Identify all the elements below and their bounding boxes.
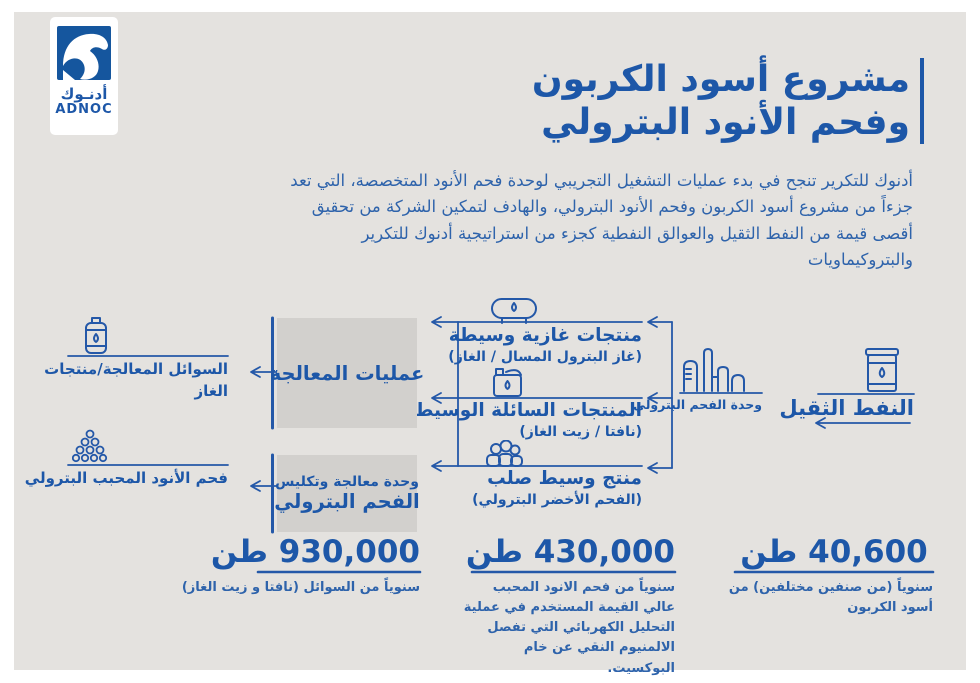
product-liquid: المنتجات السائلة الوسيطة (نافتا / زيت ال… (405, 400, 642, 440)
stat-coke-value: 430,000 طن (466, 534, 675, 570)
stat-liquids-caption: سنوياً من السوائل (نافتا و زيت الغاز) (181, 580, 420, 595)
stat-coke-unit: طن (465, 534, 523, 570)
processing-box-label: عمليات المعالجة (269, 361, 425, 385)
brand-name-arabic: أدنـوك (60, 85, 108, 103)
page-title: مشروع أسود الكربون وفحم الأنود البترولي (531, 58, 924, 145)
adnoc-logo: أدنـوك ADNOC (50, 17, 118, 135)
output-liquids: السوائل المعالجة/منتجات الغاز (44, 359, 228, 403)
coal-pile-icon (72, 429, 108, 463)
output-liquids-line1: السوائل المعالجة/منتجات (44, 360, 228, 378)
coker-unit-label: وحدة الفحم البترولي (633, 397, 762, 412)
stat-carbon-number: 40,600 (808, 534, 928, 570)
flow-connectors (67, 316, 935, 574)
adnoc-falcon-icon (57, 26, 111, 80)
product-solid: منتج وسيط صلب (الفحم الأخضر البترولي) (472, 468, 642, 508)
product-gaseous-sub: (غاز البترول المسال / الغاز) (448, 349, 642, 366)
product-solid-label: منتج وسيط صلب (487, 468, 642, 489)
calcining-box-line1: وحدة معالجة وتكليس (275, 474, 419, 490)
oil-barrel-icon (865, 348, 899, 392)
heavy-oil-label: النفط الثقيل (779, 396, 914, 420)
processing-box: عمليات المعالجة (270, 318, 424, 428)
stat-coke-number: 430,000 (533, 534, 675, 570)
refinery-icon (683, 348, 745, 392)
stat-carbon-unit: طن (740, 534, 798, 570)
stat-liquids-unit: طن (210, 534, 268, 570)
output-coke-label: فحم الأنود المحبب البترولي (24, 469, 228, 487)
product-solid-sub: (الفحم الأخضر البترولي) (472, 492, 642, 509)
title-line-2: وفحم الأنود البترولي (541, 102, 910, 144)
stat-coke-caption: سنوياً من فحم الانود المحبب عالي القيمة … (463, 580, 675, 676)
gas-cylinder-icon (85, 317, 107, 354)
calcining-box-line2: الفحم البترولي (274, 490, 420, 513)
product-liquid-sub: (نافتا / زيت الغاز) (519, 424, 642, 441)
infographic-canvas: أدنـوك ADNOC مشروع أسود الكربون وفحم الأ… (14, 12, 966, 676)
output-liquids-line2: الغاز (194, 381, 228, 400)
stat-liquids-value: 930,000 طن (211, 534, 420, 570)
calcining-box: وحدة معالجة وتكليس الفحم البترولي (274, 455, 420, 532)
jerrycan-icon (493, 368, 522, 397)
brand-name-english: ADNOC (55, 102, 113, 117)
stat-carbon-value: 40,600 طن (735, 535, 933, 569)
gas-tank-icon (491, 298, 537, 324)
stat-liquids-number: 930,000 (278, 534, 420, 570)
coal-lumps-icon (486, 440, 523, 467)
intro-paragraph: أدنوك للتكرير تنجح في بدء عمليات التشغيل… (290, 171, 913, 270)
product-liquid-label: المنتجات السائلة الوسيطة (404, 400, 642, 421)
product-gaseous: منتجات غازية وسيطة (غاز البترول المسال /… (448, 325, 642, 365)
stat-carbon-caption: سنوياً (من صنفين مختلفين) من أسود الكربو… (728, 580, 933, 616)
title-line-1: مشروع أسود الكربون (531, 59, 910, 100)
product-gaseous-label: منتجات غازية وسيطة (448, 325, 642, 346)
